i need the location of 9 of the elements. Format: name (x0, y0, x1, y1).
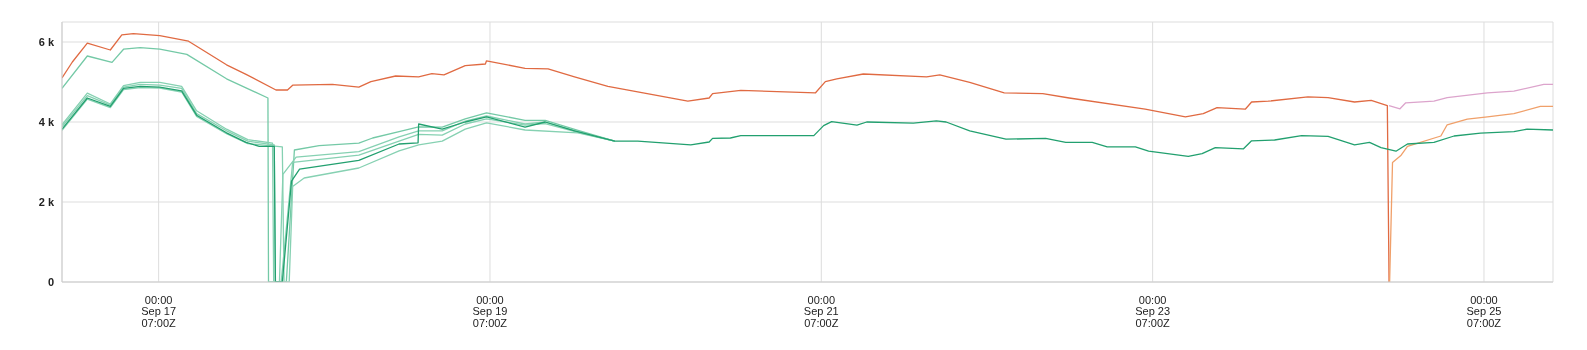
y-tick-label: 2 k (38, 195, 55, 208)
x-tick-label: 00:00 Sep 25 07:00Z (1466, 293, 1502, 329)
x-tick-label: 00:00 Sep 21 07:00Z (803, 293, 839, 329)
y-tick-label: 0 (47, 275, 54, 288)
x-tick-label: 00:00 Sep 17 07:00Z (141, 293, 177, 329)
y-tick-label: 4 k (38, 115, 55, 128)
x-tick-label: 00:00 Sep 19 07:00Z (472, 293, 508, 329)
x-tick-label: 00:00 Sep 23 07:00Z (1135, 293, 1171, 329)
y-tick-label: 6 k (38, 35, 55, 48)
